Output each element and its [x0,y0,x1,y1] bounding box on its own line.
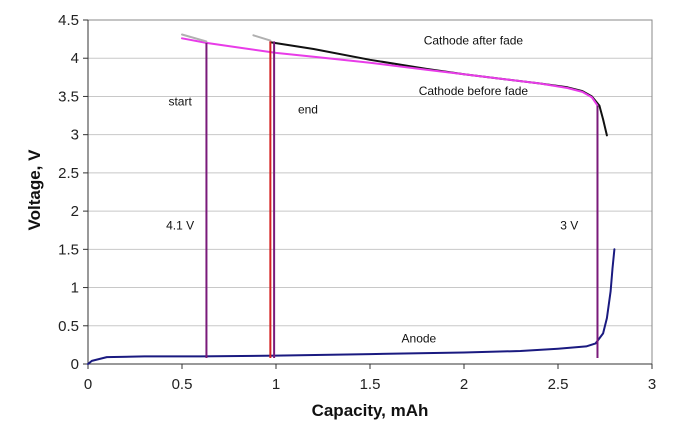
y-tick-label: 0 [71,356,79,373]
series-line-anode [87,248,616,365]
y-tick-label: 3.5 [58,88,79,105]
y-tick-label: 1 [71,280,79,297]
annotation-cathode-after-fade: Cathode after fade [424,33,524,47]
y-tick-label: 3 [71,127,79,144]
x-tick-label: 1 [272,376,280,393]
x-tick-label: 0 [84,376,92,393]
annotation-cathode-before-fade: Cathode before fade [419,84,529,98]
annotation-anode: Anode [402,332,437,346]
series-line-cathode-after-fade-grey-segment [252,34,272,42]
marker-lines [205,41,599,358]
y-tick-label: 0.5 [58,318,79,335]
x-tick-label: 1.5 [360,376,381,393]
x-tick-label: 3 [648,376,656,393]
series-lines [87,33,616,365]
x-tick-label: 0.5 [172,376,193,393]
series-line-cathode-before-fade [181,37,599,107]
annotation-3-v: 3 V [560,218,578,232]
axis-ticks: 0 0.5 1 1.5 2 2.5 3 0 0.5 1 1.5 2 2.5 3 3.5 4 4.5 [58,12,656,393]
series-line-cathode-before-fade-grey-segment [181,33,208,43]
y-tick-label: 2.5 [58,165,79,182]
y-axis-title: Voltage, V [25,149,44,231]
annotations: Cathode after fade Cathode before fade sta… [166,33,578,345]
y-tick-label: 4 [71,50,79,67]
x-axis-title: Capacity, mAh [312,401,429,420]
x-tick-label: 2 [460,376,468,393]
y-tick-label: 4.5 [58,12,79,29]
annotation-start: start [168,95,192,109]
x-tick-label: 2.5 [548,376,569,393]
y-tick-label: 2 [71,203,79,220]
annotation-4-1-v: 4.1 V [166,218,194,232]
y-tick-label: 1.5 [58,241,79,258]
annotation-end: end [298,102,318,116]
